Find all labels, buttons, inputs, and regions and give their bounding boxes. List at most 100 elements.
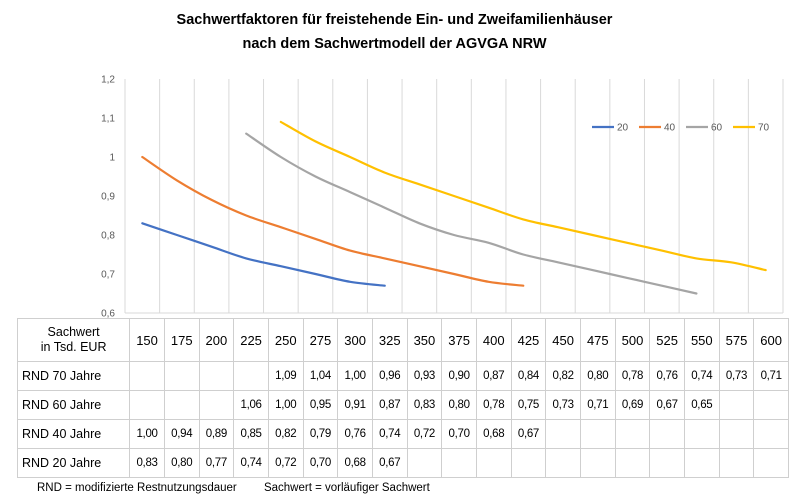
table-column-header: 450 — [545, 318, 581, 362]
table-cell — [198, 361, 235, 391]
table-cell: 0,76 — [337, 419, 373, 449]
table-cell: 1,00 — [129, 419, 165, 449]
table-column-header: 250 — [267, 318, 304, 362]
table-cell: 0,70 — [302, 448, 339, 478]
table-row: RND 20 Jahre 0,83 0,80 0,77 0,74 0,72 0,70 0,68… — [16, 448, 789, 478]
table-column-header: 200 — [198, 318, 235, 362]
table-cell: 0,82 — [267, 419, 304, 449]
chart-title-line1: Sachwertfaktoren für freistehende Ein- u… — [176, 12, 613, 28]
table-cell — [649, 419, 685, 449]
table-column-header: 325 — [371, 318, 408, 362]
data-table: Sachwert in Tsd. EUR 150 175 200 225 250 275 300… — [16, 318, 789, 478]
footer-rnd-note: RND = modifizierte Restnutzungsdauer — [37, 482, 237, 494]
table-cell — [510, 448, 547, 478]
table-column-header: 225 — [233, 318, 269, 362]
table-cell: 0,77 — [198, 448, 235, 478]
table-cell: 0,68 — [475, 419, 512, 449]
table-cell: 0,85 — [233, 419, 269, 449]
table-cell — [753, 390, 789, 420]
table-cell — [579, 419, 616, 449]
table-column-header: 350 — [406, 318, 443, 362]
legend-label-40: 40 — [664, 123, 676, 134]
table-cell — [614, 419, 651, 449]
table-cell — [614, 448, 651, 478]
table-row-label: RND 40 Jahre — [16, 419, 131, 449]
table-cell — [718, 419, 755, 449]
table-column-header: 150 — [129, 318, 165, 362]
table-cell — [649, 448, 685, 478]
table-column-header: 275 — [302, 318, 339, 362]
table-cell: 0,67 — [371, 448, 408, 478]
table-header-row: Sachwert in Tsd. EUR 150 175 200 225 250 275 300… — [16, 318, 789, 362]
y-tick-label: 1,2 — [101, 75, 115, 86]
table-row: RND 70 Jahre 1,09 1,04 1,00 0,96 0,93 0,90 0,87… — [16, 361, 789, 391]
table-cell: 0,69 — [614, 390, 651, 420]
table-cell: 0,90 — [441, 361, 477, 391]
chart-title-line2: nach dem Sachwertmodell der AGVGA NRW — [242, 36, 547, 52]
table-cell: 0,76 — [649, 361, 685, 391]
table-cell — [718, 448, 755, 478]
table-cell: 0,73 — [545, 390, 581, 420]
table-cell — [753, 419, 789, 449]
table-column-header: 425 — [510, 318, 547, 362]
line-chart: 0,6 0,7 0,8 0,9 1 1,1 1,2 20 40 60 70 — [101, 75, 784, 320]
series-line-40 — [141, 155, 525, 287]
table-cell: 0,93 — [406, 361, 443, 391]
legend-label-20: 20 — [617, 123, 629, 134]
table-column-header: 400 — [475, 318, 512, 362]
y-tick-label: 1 — [109, 153, 115, 164]
table-column-header: 525 — [649, 318, 685, 362]
table-cell: 0,74 — [371, 419, 408, 449]
table-row: RND 60 Jahre 1,06 1,00 0,95 0,91 0,87 0,83 0,80… — [16, 390, 789, 420]
table-cell: 0,73 — [718, 361, 755, 391]
table-cell — [545, 448, 581, 478]
table-cell: 0,94 — [163, 419, 200, 449]
table-row: RND 40 Jahre 1,00 0,94 0,89 0,85 0,82 0,79 0,76… — [16, 419, 789, 449]
y-tick-label: 0,8 — [101, 231, 115, 242]
table-cell: 0,80 — [163, 448, 200, 478]
legend-label-60: 60 — [711, 123, 723, 134]
table-cell — [718, 390, 755, 420]
table-cell: 0,67 — [649, 390, 685, 420]
table-cell: 0,72 — [267, 448, 304, 478]
table-column-header: 600 — [753, 318, 789, 362]
table-cell: 0,67 — [510, 419, 547, 449]
table-cell: 0,80 — [579, 361, 616, 391]
table-cell: 0,91 — [337, 390, 373, 420]
table-cell: 0,78 — [475, 390, 512, 420]
table-cell — [441, 448, 477, 478]
y-tick-label: 0,6 — [101, 309, 115, 320]
table-cell: 0,65 — [683, 390, 720, 420]
table-cell: 0,71 — [753, 361, 789, 391]
table-cell: 0,83 — [129, 448, 165, 478]
table-cell — [753, 448, 789, 478]
table-column-header: 500 — [614, 318, 651, 362]
table-cell: 1,00 — [337, 361, 373, 391]
table-column-header: 475 — [579, 318, 616, 362]
table-cell: 0,83 — [406, 390, 443, 420]
table-cell: 0,71 — [579, 390, 616, 420]
table-cell — [406, 448, 443, 478]
table-cell — [683, 448, 720, 478]
table-cell: 0,87 — [475, 361, 512, 391]
footer-sachwert-note: Sachwert = vorläufiger Sachwert — [263, 482, 430, 494]
table-cell — [683, 419, 720, 449]
table-header-label-line1: Sachwert — [47, 325, 100, 339]
table-column-header: 175 — [163, 318, 200, 362]
table-column-header: 300 — [337, 318, 373, 362]
table-cell: 0,95 — [302, 390, 339, 420]
series-line-70 — [279, 120, 767, 272]
table-cell: 0,70 — [441, 419, 477, 449]
table-column-header: 550 — [683, 318, 720, 362]
table-cell: 0,80 — [441, 390, 477, 420]
table-cell — [163, 390, 200, 420]
table-cell — [129, 361, 165, 391]
table-row-label: RND 70 Jahre — [16, 361, 131, 391]
series-line-20 — [141, 222, 386, 287]
table-cell: 0,78 — [614, 361, 651, 391]
table-cell: 1,04 — [302, 361, 339, 391]
table-cell — [129, 390, 165, 420]
footer-notes: RND = modifizierte Restnutzungsdauer Sac… — [37, 482, 454, 494]
table-cell: 0,89 — [198, 419, 235, 449]
table-column-header: 375 — [441, 318, 477, 362]
